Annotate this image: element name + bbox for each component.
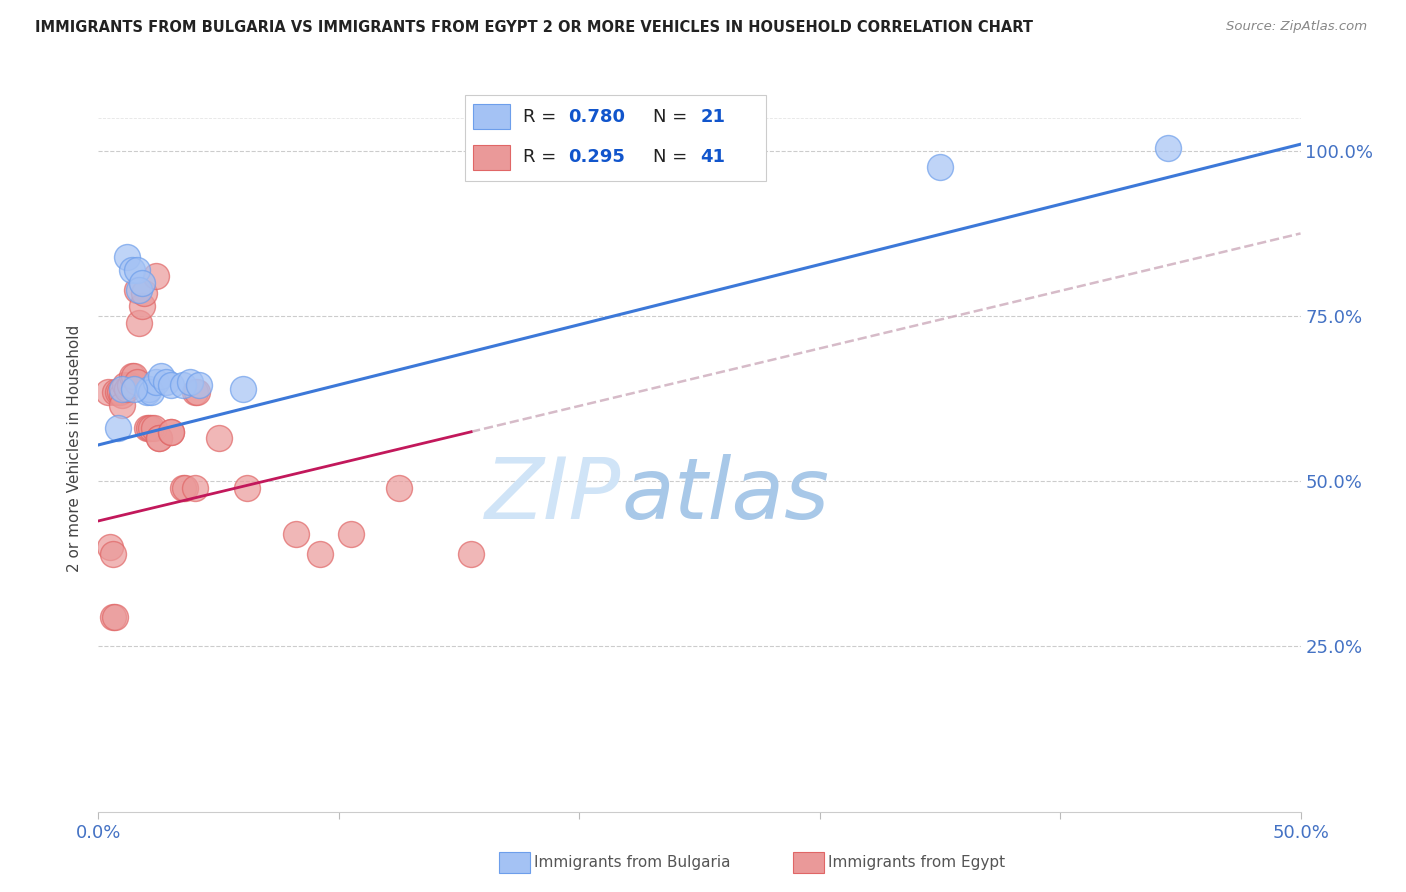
Point — [145, 375, 167, 389]
Point — [118, 378, 141, 392]
Point — [125, 262, 148, 277]
Point — [183, 385, 205, 400]
Point — [149, 368, 172, 383]
Point — [117, 382, 139, 396]
Text: R =: R = — [523, 148, 562, 167]
Point — [148, 431, 170, 445]
Point — [128, 316, 150, 330]
FancyBboxPatch shape — [465, 95, 766, 181]
Point — [174, 481, 197, 495]
Point — [145, 269, 167, 284]
Point — [107, 421, 129, 435]
Point — [1157, 140, 1180, 154]
Point — [114, 378, 136, 392]
Point — [128, 283, 150, 297]
Text: 0.295: 0.295 — [568, 148, 626, 167]
Text: N =: N = — [652, 148, 693, 167]
Point — [208, 431, 231, 445]
FancyBboxPatch shape — [474, 145, 509, 169]
Point — [188, 378, 211, 392]
Point — [159, 425, 181, 439]
Point — [117, 250, 139, 264]
Point — [101, 547, 124, 561]
Text: atlas: atlas — [621, 454, 830, 537]
Text: ZIP: ZIP — [485, 454, 621, 537]
Point — [135, 421, 157, 435]
Point — [138, 421, 160, 435]
Point — [125, 375, 148, 389]
Point — [928, 161, 950, 175]
Point — [141, 421, 163, 435]
Point — [340, 527, 363, 541]
Point — [284, 527, 307, 541]
Point — [107, 385, 129, 400]
Point — [148, 431, 170, 445]
Point — [388, 481, 411, 495]
Point — [111, 398, 134, 412]
Point — [104, 609, 127, 624]
Point — [121, 368, 143, 383]
Text: 41: 41 — [700, 148, 725, 167]
Point — [131, 276, 153, 290]
Point — [121, 262, 143, 277]
Point — [172, 378, 194, 392]
Point — [111, 382, 134, 396]
Text: Immigrants from Bulgaria: Immigrants from Bulgaria — [534, 855, 731, 870]
Point — [97, 385, 120, 400]
Point — [236, 481, 259, 495]
Point — [138, 382, 160, 396]
Point — [124, 382, 146, 396]
Point — [131, 299, 153, 313]
Point — [460, 547, 482, 561]
Text: Immigrants from Egypt: Immigrants from Egypt — [828, 855, 1005, 870]
Text: 21: 21 — [700, 108, 725, 126]
Point — [100, 541, 122, 555]
Point — [159, 425, 181, 439]
FancyBboxPatch shape — [474, 104, 509, 129]
Point — [232, 382, 254, 396]
Text: N =: N = — [652, 108, 693, 126]
Point — [132, 285, 155, 300]
Y-axis label: 2 or more Vehicles in Household: 2 or more Vehicles in Household — [67, 325, 83, 572]
Text: 0.780: 0.780 — [568, 108, 626, 126]
Text: Source: ZipAtlas.com: Source: ZipAtlas.com — [1226, 20, 1367, 33]
Point — [141, 385, 163, 400]
Text: IMMIGRANTS FROM BULGARIA VS IMMIGRANTS FROM EGYPT 2 OR MORE VEHICLES IN HOUSEHOL: IMMIGRANTS FROM BULGARIA VS IMMIGRANTS F… — [35, 20, 1033, 35]
Point — [104, 385, 127, 400]
Point — [172, 481, 194, 495]
Point — [124, 368, 146, 383]
Point — [186, 385, 208, 400]
Point — [125, 283, 148, 297]
Point — [135, 385, 157, 400]
Point — [155, 375, 177, 389]
Point — [159, 378, 181, 392]
Point — [108, 385, 131, 400]
Point — [111, 388, 134, 402]
Point — [142, 421, 165, 435]
Point — [308, 547, 330, 561]
Point — [179, 375, 201, 389]
Text: R =: R = — [523, 108, 562, 126]
Point — [101, 609, 124, 624]
Point — [183, 481, 205, 495]
